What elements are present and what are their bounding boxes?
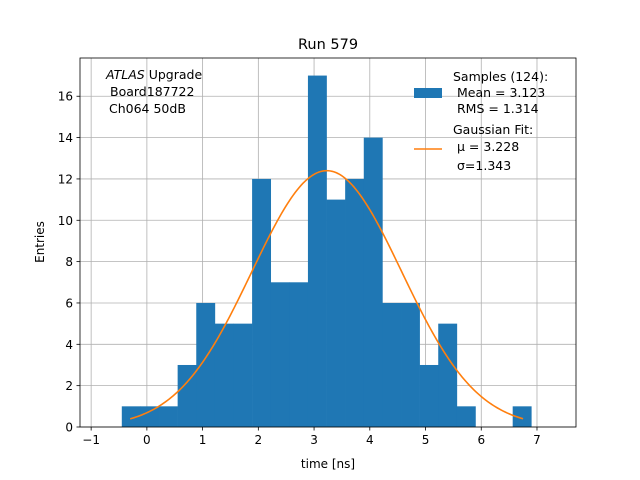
histogram-bar [307, 75, 327, 428]
legend-fit-label: Gaussian Fit: [453, 122, 533, 137]
y-tick-label: 16 [58, 90, 73, 104]
x-tick-label: 0 [143, 433, 151, 447]
annotation-line-3: Ch064 50dB [109, 101, 186, 116]
x-tick-label: 6 [477, 433, 485, 447]
y-tick-label: 0 [65, 421, 73, 435]
x-tick-label: 5 [422, 433, 430, 447]
histogram-bar [456, 406, 476, 427]
y-tick-label: 14 [58, 131, 73, 145]
annotation-line-1: ATLAS Upgrade [105, 67, 202, 82]
annotation-line-2: Board187722 [110, 84, 194, 99]
x-tick-label: 2 [255, 433, 263, 447]
legend-mu-label: μ = 3.228 [457, 139, 519, 154]
atlas-annotation: ATLAS Upgrade Board187722 Ch064 50dB [105, 67, 202, 116]
y-tick-label: 12 [58, 172, 73, 186]
x-tick-label: 7 [533, 433, 541, 447]
histogram-bar [177, 364, 197, 427]
legend-mean-label: Mean = 3.123 [457, 85, 545, 100]
histogram-bar [252, 178, 272, 427]
legend-sigma-label: σ=1.343 [457, 158, 511, 173]
x-axis-label: time [ns] [301, 457, 355, 471]
histogram-bar [326, 199, 346, 427]
upgrade-label: Upgrade [145, 67, 203, 82]
histogram-bar [270, 282, 290, 427]
histogram-bar [159, 406, 178, 427]
y-axis-label: Entries [33, 221, 47, 263]
plot-frame [79, 57, 577, 428]
histogram-bar [140, 406, 160, 427]
y-tick-label: 4 [65, 338, 73, 352]
atlas-label: ATLAS [105, 67, 145, 82]
chart-title: Run 579 [298, 37, 358, 53]
x-tick-label: −1 [82, 433, 100, 447]
histogram-bar [401, 302, 420, 427]
legend: Samples (124): Mean = 3.123 RMS = 1.314 … [414, 69, 548, 173]
histogram-bar [214, 323, 234, 427]
x-tick-label: 4 [366, 433, 374, 447]
x-tick-label: 3 [310, 433, 318, 447]
y-tick-label: 6 [65, 296, 73, 310]
y-axis-ticks: 0 2 4 6 8 10 12 14 16 [58, 90, 80, 435]
histogram-bar [121, 406, 141, 427]
x-axis-ticks: −1 0 1 2 3 4 5 6 7 [82, 427, 541, 447]
histogram-bar [382, 302, 402, 427]
x-tick-label: 1 [199, 433, 207, 447]
legend-histogram-patch [414, 88, 442, 98]
histogram-bar [289, 282, 309, 427]
histogram-bar [438, 323, 458, 427]
histogram-bar [512, 406, 532, 427]
y-tick-label: 2 [65, 379, 73, 393]
histogram-bar [363, 137, 383, 427]
histogram-bar [196, 302, 216, 427]
histogram-bar [345, 178, 365, 427]
histogram-bar [419, 364, 439, 427]
legend-samples-label: Samples (124): [453, 69, 548, 84]
gaussian-fit-curve [129, 169, 524, 420]
histogram-bar [233, 323, 253, 427]
gaussian-fit [129, 169, 524, 420]
y-tick-label: 8 [65, 255, 73, 269]
histogram-bars [121, 75, 532, 428]
legend-rms-label: RMS = 1.314 [457, 101, 539, 116]
y-tick-label: 10 [58, 214, 73, 228]
